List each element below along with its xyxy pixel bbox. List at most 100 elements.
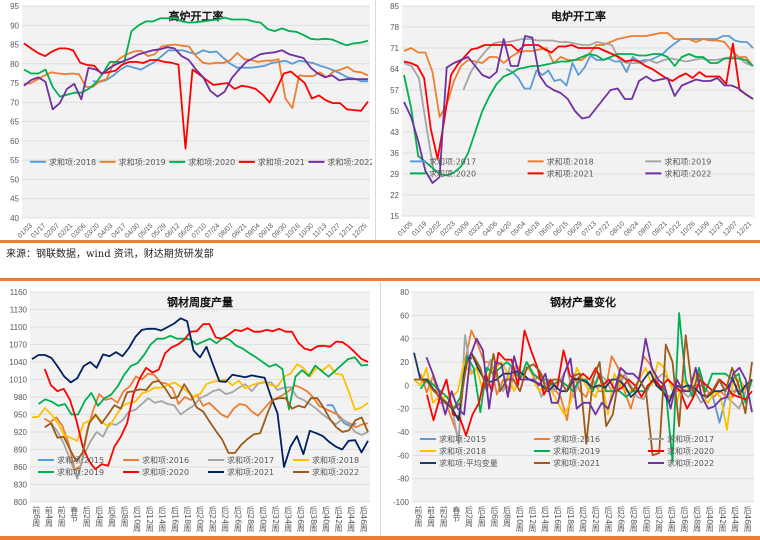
x-tick-label: 后42周 (334, 505, 343, 533)
x-tick-label: 06/15 (552, 220, 569, 237)
x-tick-label: 06/29 (567, 220, 584, 237)
legend-label: 求和项:2017 (227, 455, 274, 465)
x-tick-label: 02/02 (425, 220, 442, 237)
series-line-3 (403, 53, 754, 177)
series-line-1 (403, 32, 754, 118)
series-line-4 (23, 46, 368, 111)
x-tick-label: 后10周 (133, 505, 142, 533)
legend-label: 求和项:2020 (667, 446, 714, 456)
y-tick-label: 29 (390, 170, 399, 179)
x-tick-label: 后42周 (718, 505, 727, 533)
y-tick-label: 80 (400, 288, 409, 297)
x-tick-label: 07/27 (595, 220, 612, 237)
x-tick-label: 10/26 (680, 220, 697, 237)
series-line-3 (31, 363, 369, 442)
series-line-0 (92, 49, 368, 83)
x-tick-label: 后14周 (541, 505, 550, 533)
x-tick-label: 前6周 (32, 505, 41, 528)
x-tick-label: 后16周 (170, 505, 179, 533)
y-tick-label: 15 (390, 212, 399, 221)
x-tick-label: 后2周 (465, 505, 474, 528)
y-tick-label: 80 (10, 60, 19, 69)
series-line-7 (44, 379, 369, 463)
x-tick-label: 春节 (452, 505, 461, 523)
y-tick-label: 1070 (9, 341, 27, 350)
series-line-3 (23, 42, 369, 150)
x-tick-label: 后32周 (271, 505, 280, 533)
x-tick-label: 05/18 (524, 220, 541, 237)
chart-steel-weekly-output: 800 830 860 890 920 950 980 1010 1040 1070 1100 113… (0, 282, 376, 536)
y-tick-label: -100 (393, 498, 410, 507)
x-tick-label: 后38周 (693, 505, 702, 533)
legend-label: 求和项:2016 (142, 455, 189, 465)
x-tick-label: 后22周 (591, 505, 600, 533)
x-tick-label: 后6周 (490, 505, 499, 528)
x-tick-label: 春节 (70, 505, 79, 523)
x-tick-label: 前2周 (439, 505, 448, 528)
x-tick-label: 10/30 (298, 222, 315, 239)
series-line-2 (50, 381, 369, 480)
legend-label: 求和项:2021 (553, 458, 600, 468)
chart-steel-output-change: -100 -80 -60 -40 -20 0 20 40 60 80 钢材产量变化 前6周 前4周 前2周… (382, 282, 760, 536)
x-tick-label: 后40周 (705, 505, 714, 533)
y-tick-label: 57 (390, 86, 399, 95)
series-line-0 (505, 35, 754, 90)
x-tick-label: 后8周 (120, 505, 129, 528)
x-tick-label: 后24周 (221, 505, 230, 533)
x-tick-label: 后30周 (642, 505, 651, 533)
y-tick-label: 40 (10, 214, 19, 223)
x-tick-label: 后14周 (158, 505, 167, 533)
legend-label: 求和项:2020 (188, 157, 235, 167)
y-tick-label: 78 (390, 23, 399, 32)
x-tick-label: 09/21 (651, 220, 668, 237)
legend-label: 求和项:2018 (547, 156, 594, 166)
x-tick-label: 后4周 (95, 505, 104, 528)
y-tick-label: 1010 (9, 376, 27, 385)
x-tick-label: 后34周 (667, 505, 676, 533)
x-tick-label: 后18周 (183, 505, 192, 533)
x-tick-label: 后44周 (347, 505, 356, 533)
x-tick-label: 后32周 (655, 505, 664, 533)
legend-label: 求和项:2017 (667, 434, 714, 444)
y-tick-label: 95 (10, 2, 19, 11)
x-tick-label: 前2周 (57, 505, 66, 528)
x-tick-label: 后4周 (477, 505, 486, 528)
y-tick-label: 55 (10, 156, 19, 165)
x-tick-label: 后40周 (321, 505, 330, 533)
orange-divider-mid (0, 278, 760, 281)
y-tick-label: 85 (390, 2, 399, 11)
y-tick-label: 60 (10, 137, 19, 146)
y-tick-label: 800 (14, 498, 28, 507)
x-tick-label: 后30周 (258, 505, 267, 533)
series-line-5 (403, 35, 754, 184)
chart-blast-furnace: 40 45 50 55 60 65 70 75 80 85 90 95 高炉开工率 01/03 01/17 0… (0, 0, 372, 240)
x-tick-label: 12/21 (736, 220, 753, 237)
chart-title: 钢材产量变化 (550, 295, 616, 309)
legend-label: 求和项:2019 (57, 467, 104, 477)
y-tick-label: 40 (400, 335, 409, 344)
legend-label: 求和项:2018 (312, 455, 359, 465)
legend-label: 求和项:2021 (547, 168, 594, 178)
panel-divider (375, 0, 376, 240)
series-line-8 (425, 337, 753, 416)
x-tick-label: 后24周 (604, 505, 613, 533)
y-tick-label: 60 (400, 311, 409, 320)
x-tick-label: 后20周 (196, 505, 205, 533)
chart-eaf: 15 22 29 36 43 50 57 64 71 78 85 电炉开工率 01/05 01/19 02/… (380, 0, 760, 240)
legend-label: 求和项:2017 (429, 156, 476, 166)
x-tick-label: 12/07 (722, 220, 739, 237)
legend-label: 求和项:2020 (429, 168, 476, 178)
y-tick-label: 1040 (9, 358, 27, 367)
x-tick-label: 后36周 (296, 505, 305, 533)
x-tick-label: 12/25 (351, 222, 368, 239)
y-tick-label: 1160 (10, 288, 28, 297)
x-tick-label: 04/06 (482, 220, 499, 237)
x-tick-label: 后38周 (309, 505, 318, 533)
y-tick-label: 75 (10, 79, 19, 88)
y-tick-label: -20 (397, 405, 409, 414)
x-tick-label: 后22周 (208, 505, 217, 533)
y-tick-label: 890 (14, 446, 28, 455)
legend-label: 求和项:2021 (258, 157, 305, 167)
orange-divider-bottom (0, 536, 760, 540)
